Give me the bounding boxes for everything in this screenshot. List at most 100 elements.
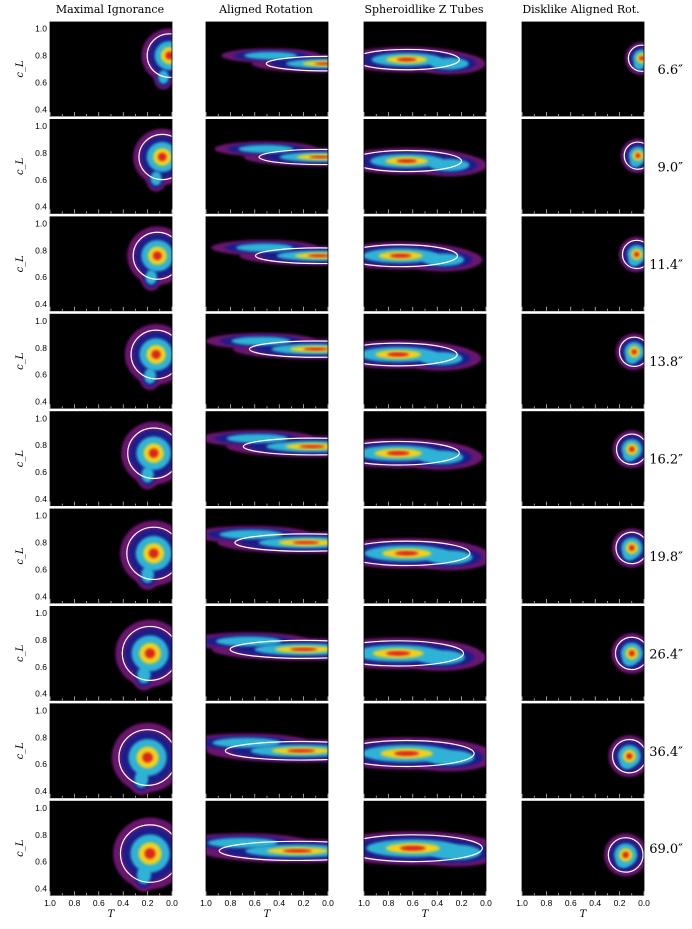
axes: 0.4 0.6 0.8 1.0 c_L 0.4 0.6 0.8 1.0 c_L 0.4 0.6 0.8 1… [15,24,650,920]
panel [363,216,487,312]
panel [521,703,645,799]
y-tick-label: 1.0 [35,316,47,326]
y-axis-label: c_L [15,644,26,662]
y-tick-label: 0.4 [35,104,47,114]
density-layer [394,551,419,556]
y-tick-label: 0.8 [35,148,47,158]
contour-line [364,149,463,173]
density-layer [299,444,325,449]
x-tick-label: 1.0 [44,898,56,908]
y-tick-label: 1.0 [35,413,47,423]
contour-line [611,738,644,774]
row-labels: 6.6″ 9.0″ 11.4″ 13.8″ 16.2″ 19.8″ 26.4″ 36.4″ 69… [649,63,683,857]
panel [49,216,173,312]
contour-line [607,837,644,873]
density-layer [399,845,426,851]
contour-line [127,427,172,480]
density-layer [634,251,640,258]
row-label: 19.8″ [649,550,683,565]
contour-line [615,433,644,465]
y-tick-label: 0.4 [35,786,47,796]
density-layer [622,851,629,859]
panel [521,800,645,896]
density-layer [626,753,633,760]
panel-background [206,509,328,603]
density-tail [141,466,154,483]
row-label: 9.0″ [657,160,683,175]
x-tick-label: 0.0 [166,898,178,908]
contour-line [364,739,475,768]
density-layer [396,159,417,163]
x-tick-label: 0.4 [273,898,285,908]
density-tail [141,566,154,583]
contour-line [364,540,471,567]
contour-line [119,824,172,883]
y-tick-label: 0.8 [35,245,47,255]
density-layer [303,347,328,351]
panel [363,411,487,507]
panel [363,606,487,701]
y-tick-label: 0.4 [35,494,47,504]
panel [49,800,173,896]
contour-line [218,840,328,862]
contour-line [248,340,328,358]
density-layer [152,251,162,261]
contour-line [229,639,328,659]
contour-line [615,531,644,565]
y-tick-label: 0.8 [35,440,47,450]
panel [363,119,487,214]
column-title: Spheroidlike Z Tubes [364,3,483,16]
density-layer [386,451,410,456]
panel-grid [49,21,645,896]
density-layer [148,548,159,559]
y-tick-label: 0.8 [35,343,47,353]
y-axis-label: c_L [15,352,26,370]
y-axis-label: c_L [15,547,26,565]
y-tick-label: 0.6 [35,77,47,87]
contour-line [234,533,328,552]
panel [205,606,329,701]
panel [521,606,645,701]
row-label: 26.4″ [649,647,683,662]
panel [521,119,645,214]
x-tick-label: 0.6 [249,898,261,908]
panel [363,703,487,799]
density-layer [307,254,328,258]
contour-line [265,55,328,72]
column-title: Aligned Rotation [218,3,313,16]
column-title: Disklike Aligned Rot. [522,3,639,16]
y-tick-label: 0.4 [35,202,47,212]
density-tail [145,269,157,285]
density-tail [219,529,283,540]
x-tick-label: 0.4 [431,898,443,908]
panel [49,411,173,507]
contour-line [130,329,172,380]
contour-line [364,244,459,268]
panel [49,508,173,604]
density-tail [238,144,294,153]
density-layer [628,446,635,453]
contour-line [364,440,460,466]
panel [49,119,173,214]
density-tail [226,433,288,443]
contour-line [126,526,172,581]
x-tick-label: 0.2 [614,898,626,908]
y-tick-label: 0.4 [35,689,47,699]
panel [49,313,173,409]
x-tick-label: 0.8 [382,898,394,908]
x-tick-label: 1.0 [516,898,528,908]
density-layer [631,349,637,355]
panel [205,119,329,214]
y-tick-label: 0.6 [35,662,47,672]
panel [205,800,329,896]
panel [49,21,173,117]
density-tail [244,51,298,60]
contour-line [138,133,172,181]
density-layer [144,648,156,659]
x-tick-label: 0.8 [224,898,236,908]
x-tick-label: 0.0 [322,898,334,908]
y-tick-label: 1.0 [35,121,47,131]
x-tick-label: 1.0 [200,898,212,908]
x-axis-label: T [264,909,272,920]
x-tick-label: 0.8 [540,898,552,908]
